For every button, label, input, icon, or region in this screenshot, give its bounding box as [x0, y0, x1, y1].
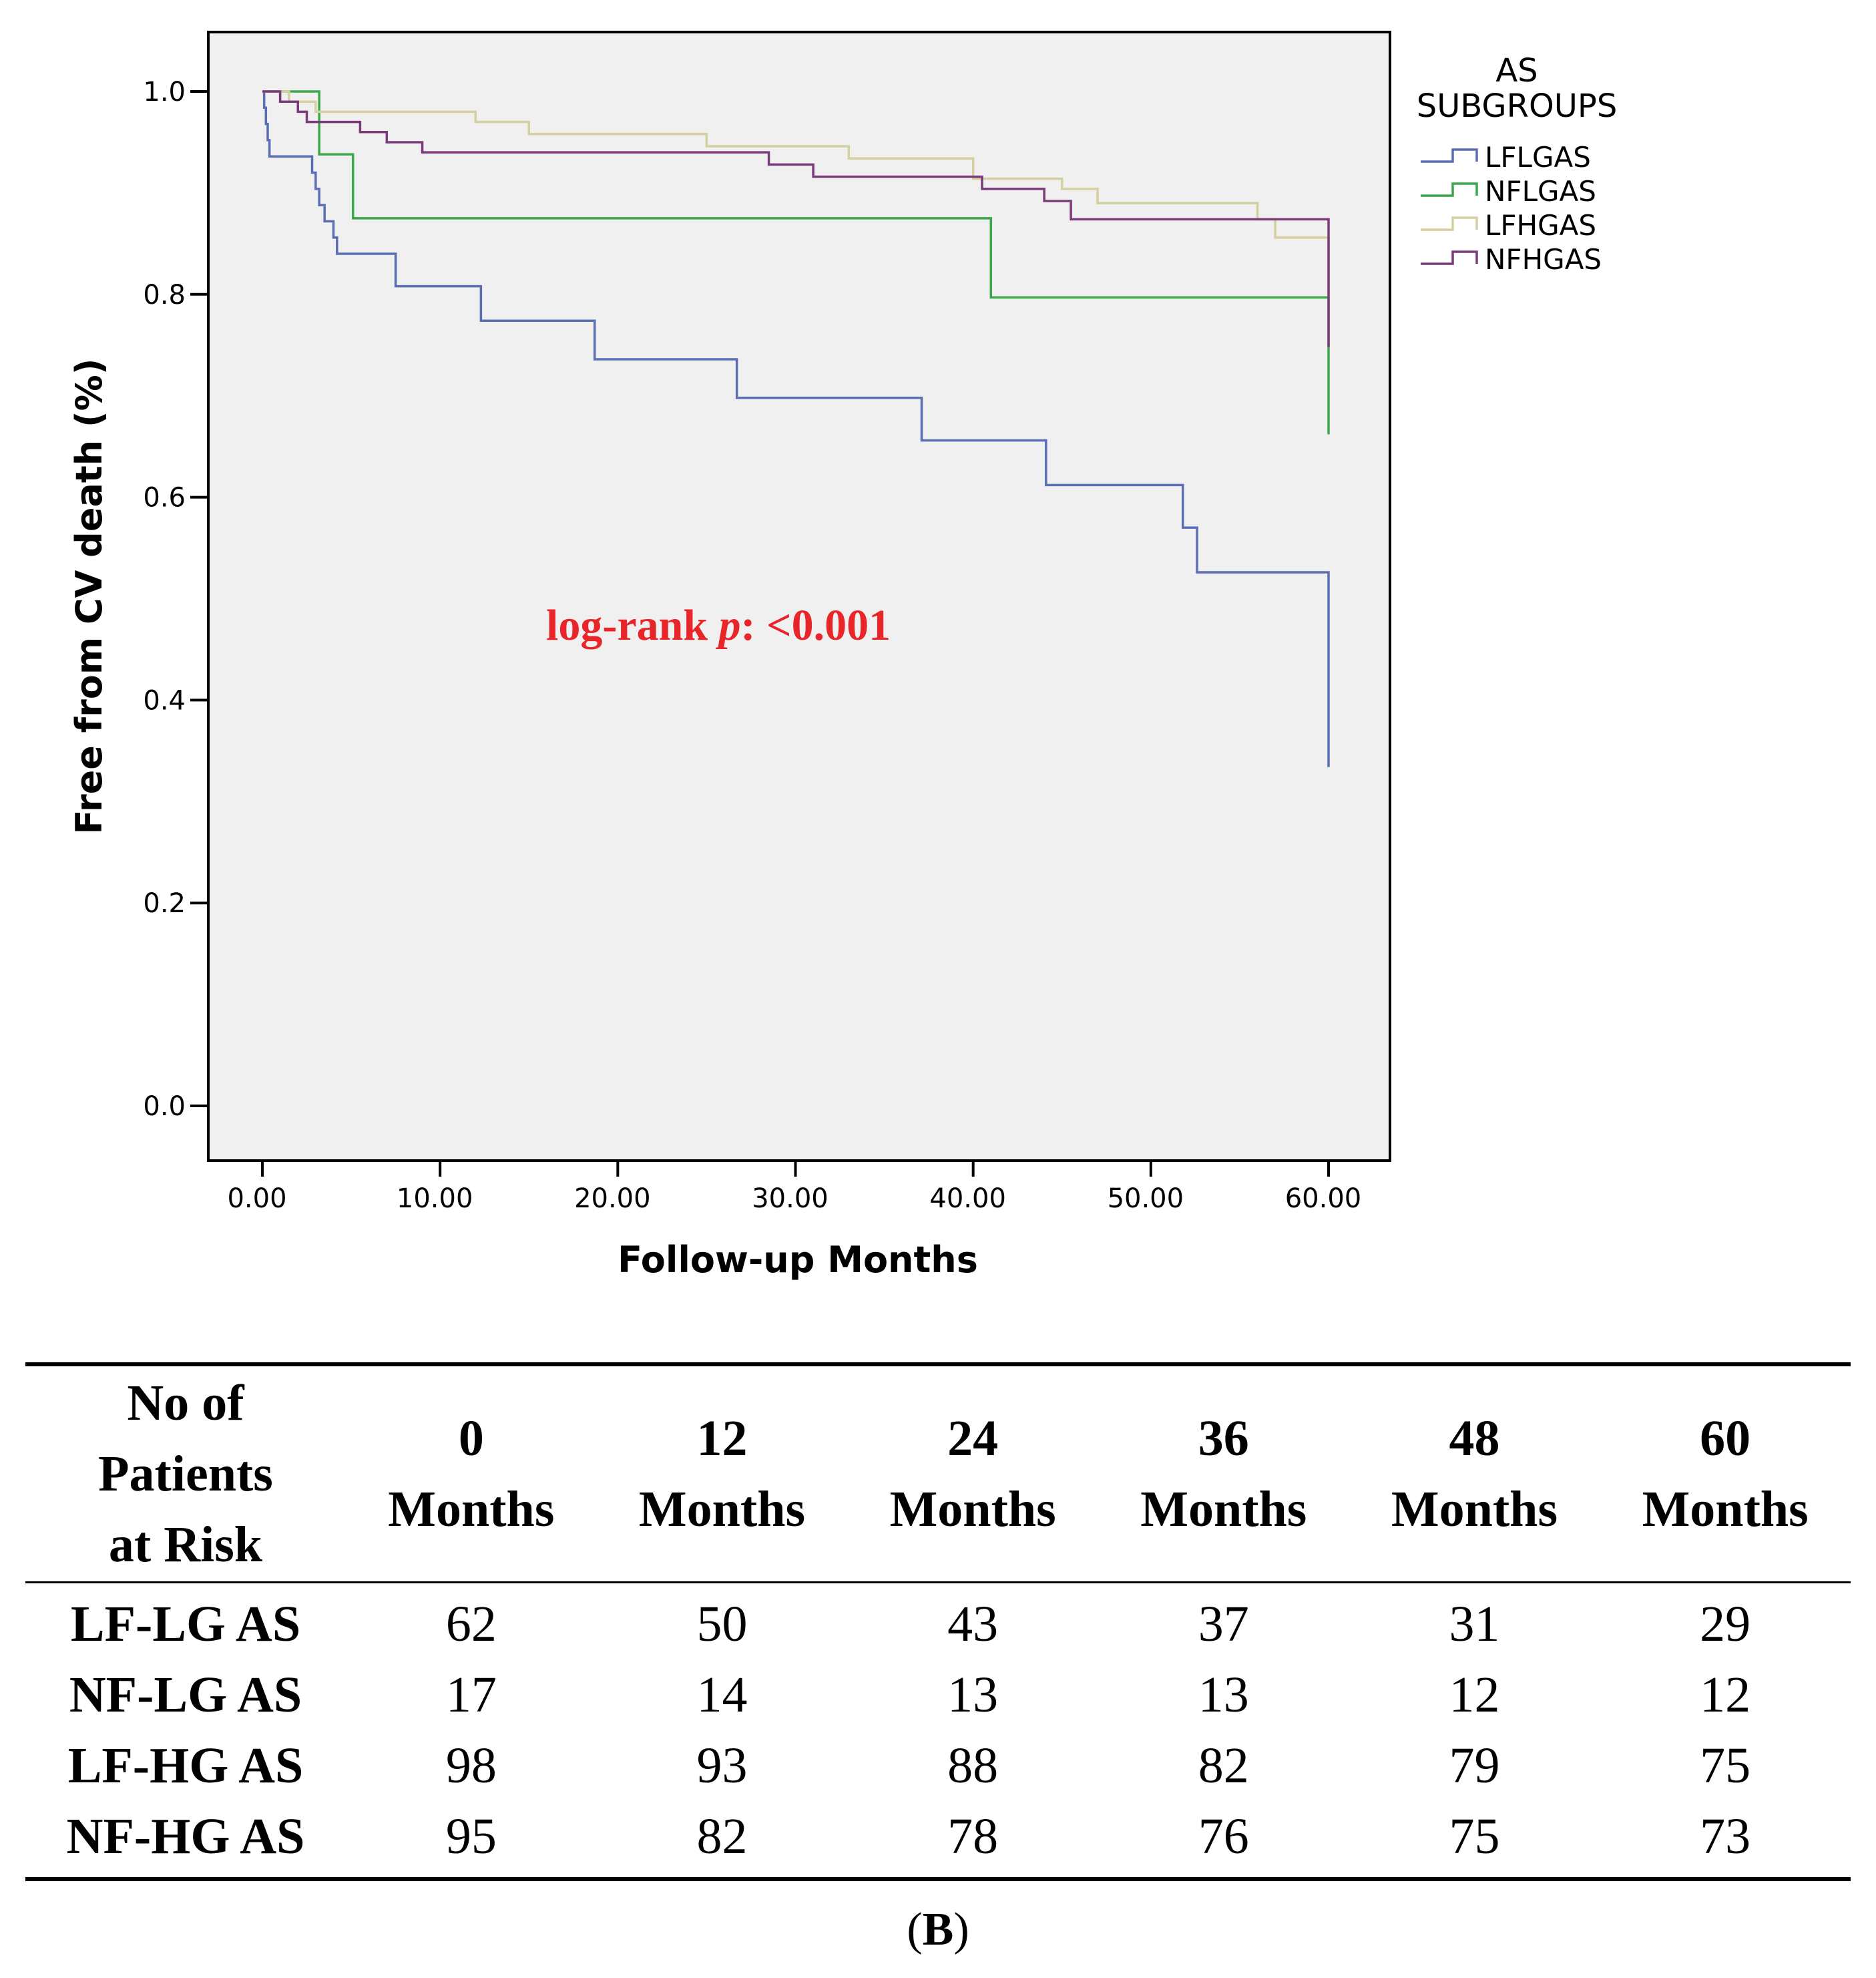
y-tick-label: 1.0	[143, 77, 186, 108]
legend-swatch-nfhgas	[1421, 250, 1478, 265]
table-cell: 88	[947, 1738, 999, 1794]
table-cell: 82	[696, 1808, 748, 1864]
table-cell: 37	[1198, 1596, 1249, 1652]
table-row: NF-LG AS 17 14 13 13 12 12	[25, 1659, 1851, 1730]
table-cell: 62	[445, 1596, 497, 1652]
y-tick-label: 0.2	[143, 888, 186, 919]
col-header-value: 0	[458, 1410, 484, 1466]
table-cell: 31	[1449, 1596, 1500, 1652]
legend-label-nfhgas: NFHGAS	[1485, 243, 1602, 276]
header-label-line: Patients	[98, 1446, 273, 1502]
col-header-unit: Months	[889, 1481, 1056, 1537]
table-cell: 93	[696, 1738, 748, 1794]
legend-label-nflgas: NFLGAS	[1485, 175, 1596, 208]
row-label: LF-LG AS	[70, 1596, 301, 1652]
legend-label-lfhgas: LFHGAS	[1485, 209, 1596, 242]
table-cell: 76	[1198, 1808, 1249, 1864]
legend-swatch-nflgas	[1421, 182, 1478, 197]
col-header-unit: Months	[1642, 1481, 1809, 1537]
col-header-unit: Months	[388, 1481, 555, 1537]
table-cell: 43	[947, 1596, 999, 1652]
plot-area	[207, 31, 1391, 1162]
log-rank-annotation: log-rank p: <0.001	[546, 601, 891, 650]
legend-title-line-2: SUBGROUPS	[1417, 87, 1618, 125]
table-row: LF-HG AS 98 93 88 82 79 75	[25, 1730, 1851, 1801]
legend-swatch-lflgas	[1421, 148, 1478, 163]
table-cell: 12	[1700, 1667, 1751, 1723]
header-label-line: No of	[127, 1375, 244, 1431]
table-cell: 13	[947, 1667, 999, 1723]
x-axis: 0.00 10.00 20.00 30.00 40.00 50.00 60.00	[227, 1161, 1361, 1214]
legend-swatch-lfhgas	[1421, 216, 1478, 231]
y-axis: 0.0 0.2 0.4 0.6 0.8 1.0	[143, 77, 208, 1122]
col-header-value: 36	[1198, 1410, 1249, 1466]
table-cell: 13	[1198, 1667, 1249, 1723]
x-tick-label: 50.00	[1108, 1183, 1184, 1214]
header-label-line: at Risk	[108, 1517, 263, 1573]
row-label: LF-HG AS	[67, 1738, 304, 1794]
col-header-value: 24	[947, 1410, 999, 1466]
risk-table-col-header: 12 Months	[597, 1364, 848, 1583]
x-tick-label: 60.00	[1285, 1183, 1362, 1214]
y-tick-label: 0.6	[143, 483, 186, 514]
series-nfhgas-curve	[262, 90, 1330, 347]
caption-open: (	[907, 1904, 923, 1955]
x-tick-label: 40.00	[929, 1183, 1006, 1214]
risk-table-col-header: 24 Months	[847, 1364, 1098, 1583]
table-row: LF-LG AS 62 50 43 37 31 29	[25, 1583, 1851, 1660]
risk-table-col-header: 36 Months	[1098, 1364, 1349, 1583]
x-tick-label: 10.00	[397, 1183, 473, 1214]
table-cell: 98	[445, 1738, 497, 1794]
x-tick-label: 0.00	[227, 1183, 286, 1214]
patients-at-risk-table: No of Patients at Risk 0 Months 12 Months 24 Mo…	[25, 1362, 1851, 1881]
col-header-value: 60	[1700, 1410, 1751, 1466]
table-cell: 29	[1700, 1596, 1751, 1652]
risk-table-body: LF-LG AS 62 50 43 37 31 29 NF-LG AS 17 14 13 13 12 12…	[25, 1583, 1851, 1879]
table-row: NF-HG AS 95 82 78 76 75 73	[25, 1801, 1851, 1879]
table-cell: 75	[1449, 1808, 1500, 1864]
y-tick-label: 0.4	[143, 685, 186, 716]
caption-close: )	[953, 1904, 969, 1955]
col-header-unit: Months	[1391, 1481, 1558, 1537]
col-header-value: 48	[1449, 1410, 1500, 1466]
risk-table-col-header: 0 Months	[346, 1364, 597, 1583]
col-header-value: 12	[696, 1410, 748, 1466]
caption-letter: B	[922, 1904, 954, 1955]
col-header-unit: Months	[638, 1481, 806, 1537]
y-tick-label: 0.0	[143, 1091, 186, 1122]
km-chart: 0.0 0.2 0.4 0.6 0.8 1.0 0.00 10.00 20.00 30.00 40…	[68, 31, 1618, 1281]
y-tick-label: 0.8	[143, 280, 186, 311]
col-header-unit: Months	[1140, 1481, 1307, 1537]
risk-table-col-header: 60 Months	[1600, 1364, 1851, 1583]
x-tick-label: 20.00	[574, 1183, 651, 1214]
table-cell: 95	[445, 1808, 497, 1864]
y-axis-label: Free from CV death (%)	[68, 359, 110, 835]
risk-table-header-label: No of Patients at Risk	[25, 1364, 346, 1583]
table-cell: 50	[696, 1596, 748, 1652]
row-label: NF-HG AS	[66, 1808, 305, 1864]
table-cell: 14	[696, 1667, 748, 1723]
table-cell: 79	[1449, 1738, 1500, 1794]
risk-table-col-header: 48 Months	[1349, 1364, 1600, 1583]
risk-table-header-row: No of Patients at Risk 0 Months 12 Months 24 Mo…	[25, 1364, 1851, 1583]
x-axis-label: Follow-up Months	[618, 1239, 978, 1281]
table-cell: 75	[1700, 1738, 1751, 1794]
table-cell: 78	[947, 1808, 999, 1864]
table-cell: 82	[1198, 1738, 1249, 1794]
legend-title-line-1: AS	[1495, 52, 1538, 89]
series-layer	[262, 90, 1330, 767]
legend-label-lflgas: LFLGAS	[1485, 141, 1591, 174]
x-tick-label: 30.00	[752, 1183, 829, 1214]
table-cell: 73	[1700, 1808, 1751, 1864]
panel-caption: (B)	[0, 1903, 1876, 1957]
table-cell: 12	[1449, 1667, 1500, 1723]
row-label: NF-LG AS	[69, 1667, 302, 1723]
table-cell: 17	[445, 1667, 497, 1723]
series-lflgas-curve	[262, 90, 1330, 767]
